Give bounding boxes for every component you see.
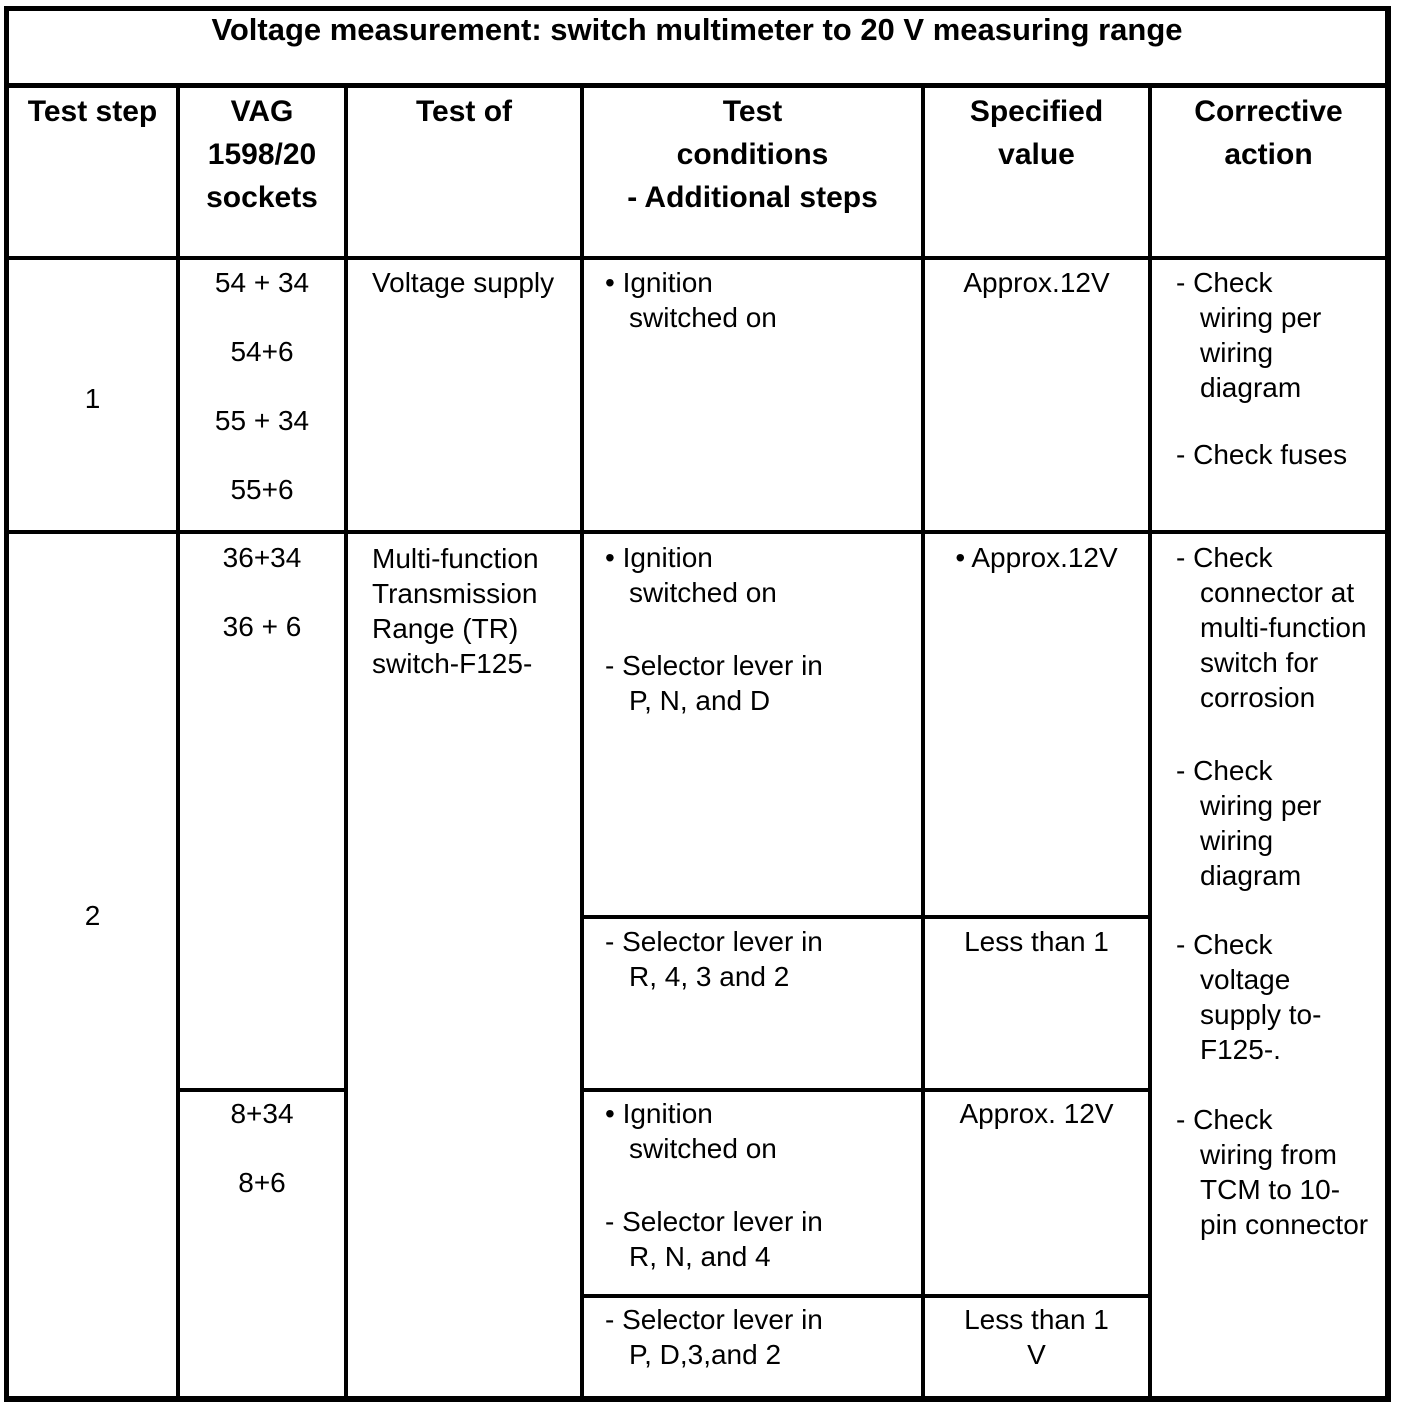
socket-pair: 8+34 — [230, 1098, 294, 1129]
socket-pair: 54 + 34 — [214, 267, 310, 298]
column-line-testof-conditions — [580, 83, 584, 1402]
row2-test-step: 2 — [84, 900, 101, 931]
header-cell-test-step: Test step — [27, 95, 158, 128]
table-border-right — [1385, 6, 1391, 1402]
row2-corrective-item: - Check voltage supply to- F125-. — [1176, 929, 1322, 1065]
socket-pair: 54+6 — [230, 336, 294, 367]
row1-corrective-item: - Check fuses — [1176, 439, 1348, 470]
row2-sub3-condition-item: - Selector lever in R, N, and 4 — [605, 1206, 823, 1272]
divider-header-row1 — [4, 256, 1391, 260]
socket-pair: 36 + 6 — [222, 611, 302, 642]
row2-sub2-specified-value: Less than 1 — [964, 926, 1109, 957]
divider-row1-row2 — [4, 530, 1391, 534]
divider-title-header — [4, 83, 1391, 88]
column-line-sockets-testof — [344, 83, 348, 1402]
header-cell-test-of: Test of — [415, 95, 513, 128]
table-border-bottom — [4, 1396, 1391, 1402]
socket-pair: 8+6 — [238, 1167, 286, 1198]
row2-sub2-condition-item: - Selector lever in R, 4, 3 and 2 — [605, 926, 823, 992]
row1-corrective-item: - Check wiring per wiring diagram — [1176, 267, 1322, 403]
socket-pair: 55+6 — [230, 474, 294, 505]
table-title: Voltage measurement: switch multimeter t… — [211, 12, 1183, 47]
row1-specified-value: Approx.12V — [963, 267, 1110, 298]
row2-sub1-specified-value: • Approx.12V — [955, 542, 1118, 573]
header-cell-sockets: VAG 1598/20 sockets — [206, 95, 318, 214]
socket-pair: 36+34 — [222, 542, 302, 573]
row2-sub3-specified-value: Approx. 12V — [959, 1098, 1114, 1129]
divider-sockets-row2 — [176, 1088, 348, 1092]
header-cell-specified-value: Specified value — [969, 95, 1104, 171]
row2-corrective-item: - Check wiring from TCM to 10- pin conne… — [1176, 1104, 1369, 1240]
table-border-left — [4, 6, 9, 1402]
row1-condition-item: • Ignition switched on — [605, 267, 777, 333]
column-line-specified-corrective — [1148, 83, 1152, 1402]
row2-sub1-condition-item: - Selector lever in P, N, and D — [605, 650, 823, 716]
row2-corrective-item: - Check wiring per wiring diagram — [1176, 755, 1322, 891]
divider-subrow3-subrow4 — [580, 1294, 1152, 1298]
row2-corrective-item: - Check connector at multi-function swit… — [1176, 542, 1367, 713]
header-cell-conditions: Test conditions - Additional steps — [627, 95, 878, 214]
column-line-teststep-sockets — [176, 83, 180, 1402]
socket-pair: 55 + 34 — [214, 405, 310, 436]
divider-subrow2-subrow3 — [580, 1088, 1152, 1092]
row2-sub1-condition-item: • Ignition switched on — [605, 542, 777, 608]
table-border-top — [4, 6, 1391, 11]
row2-sockets-upper-list: 36+34 36 + 6 — [180, 540, 344, 644]
row1-test-step: 1 — [84, 383, 101, 414]
row2-sockets-lower-list: 8+34 8+6 — [180, 1096, 344, 1200]
row1-test-of: Voltage supply — [372, 267, 555, 298]
column-line-conditions-specified — [921, 83, 925, 1402]
row2-sub4-condition-item: - Selector lever in P, D,3,and 2 — [605, 1304, 823, 1370]
row1-sockets-list: 54 + 34 54+6 55 + 34 55+6 — [180, 265, 344, 507]
row2-sub4-specified-value: Less than 1 V — [964, 1304, 1109, 1370]
divider-subrow1-subrow2 — [580, 915, 1152, 919]
row2-sub3-condition-item: • Ignition switched on — [605, 1098, 777, 1164]
row2-test-of: Multi-function Transmission Range (TR) s… — [372, 543, 539, 679]
header-cell-corrective-action: Corrective action — [1194, 95, 1343, 171]
